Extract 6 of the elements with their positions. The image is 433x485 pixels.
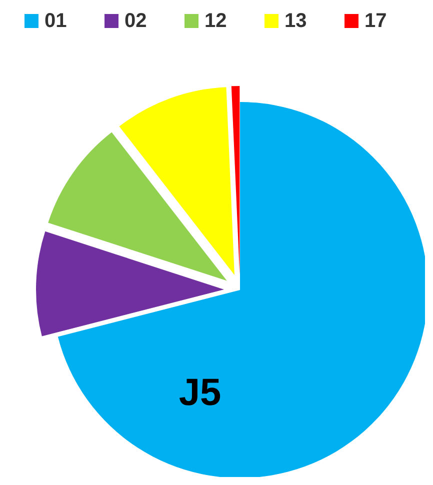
legend-label: 02 bbox=[124, 10, 147, 32]
legend-label: 01 bbox=[44, 10, 67, 32]
text: J5 bbox=[178, 372, 222, 414]
legend-label: 17 bbox=[364, 10, 387, 32]
legend-label: 12 bbox=[204, 10, 227, 32]
legend-label: 13 bbox=[284, 10, 307, 32]
